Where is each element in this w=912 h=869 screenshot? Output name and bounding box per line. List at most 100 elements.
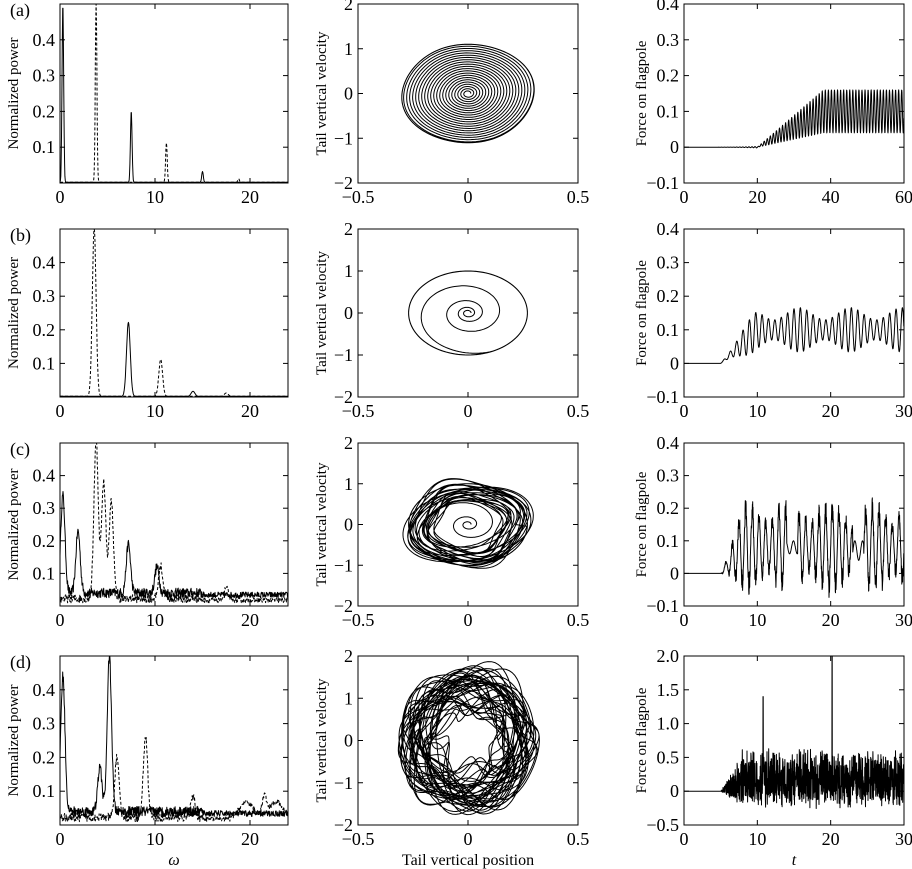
- force-ytick-label: −0.1: [646, 173, 679, 193]
- force-xtick-label: 30: [895, 829, 912, 849]
- phase-ytick-label: 0: [344, 84, 353, 104]
- force-xtick-label: 60: [895, 187, 912, 207]
- force-ytick-label: 0: [670, 563, 679, 583]
- plot-area: [684, 89, 904, 149]
- spectrum-xtick-label: 0: [56, 187, 65, 207]
- force-ytick-label: 0: [670, 137, 679, 157]
- phase-trajectory: [401, 43, 535, 144]
- spectrum-ylabel: Normalized power: [6, 37, 22, 149]
- panel-b-spectrum: 0 10 20 0.1 0.2 0.3 0.4 Normalized power: [6, 228, 289, 421]
- force-ytick-label: −0.1: [646, 596, 679, 616]
- force-ytick-label: 0.2: [657, 286, 680, 306]
- plot-area: [408, 270, 528, 356]
- plot-area: [684, 497, 904, 598]
- phase-ytick-label: −2: [334, 173, 353, 193]
- phase-ylabel: Tail vertical velocity: [314, 462, 330, 586]
- phase-ytick-label: 2: [344, 0, 353, 14]
- force-ytick-label: −0.1: [646, 387, 679, 407]
- phase-ytick-label: 0: [344, 731, 353, 751]
- spectrum-xtick-label: 0: [56, 829, 65, 849]
- force-trace: [684, 656, 904, 809]
- phase-ytick-label: 1: [344, 688, 353, 708]
- phase-ytick-label: 1: [344, 261, 353, 281]
- spectrum-ytick-label: 0.4: [33, 466, 56, 486]
- phase-ytick-label: −1: [334, 555, 353, 575]
- spectrum-solid-series: [60, 656, 288, 817]
- spectrum-ytick-label: 0.3: [33, 286, 56, 306]
- plot-area: [60, 656, 288, 823]
- spectrum-ytick-label: 0.2: [33, 320, 56, 340]
- panel-c-spectrum: 0 10 20 0.1 0.2 0.3 0.4 Normalized power: [6, 442, 289, 630]
- force-xtick-label: 0: [680, 610, 689, 630]
- phase-trajectory: [408, 270, 528, 356]
- force-ytick-label: 0.1: [657, 531, 680, 551]
- phase-trajectory: [402, 478, 534, 569]
- force-frame: [683, 3, 905, 184]
- spectrum-xtick-label: 10: [146, 829, 164, 849]
- phase-ytick-label: 1: [344, 474, 353, 494]
- spectrum-frame: [59, 3, 289, 184]
- force-ylabel: Force on flagpole: [634, 260, 650, 366]
- spectrum-ylabel: Normalized power: [6, 684, 22, 796]
- force-xtick-label: 20: [822, 829, 840, 849]
- phase-xtick-label: 0.5: [567, 610, 590, 630]
- spectrum-ytick-label: 0.4: [33, 680, 56, 700]
- phase-xtick-label: 0: [464, 401, 473, 421]
- phase-ytick-label: 0: [344, 303, 353, 323]
- force-xtick-label: 20: [822, 401, 840, 421]
- force-xtick-label: 10: [748, 401, 766, 421]
- force-xtick-label: 30: [895, 610, 912, 630]
- spectrum-ytick-label: 0.3: [33, 714, 56, 734]
- panel-c-phase: −0.5 0 0.5 −2 −1 0 1 2 Tail vertical velocity: [314, 433, 589, 630]
- phase-xtick-label: 0: [464, 829, 473, 849]
- spectrum-ytick-label: 0.3: [33, 498, 56, 518]
- spectrum-ytick-label: 0.1: [33, 563, 56, 583]
- spectrum-ytick-label: 0.2: [33, 101, 56, 121]
- force-xtick-label: 40: [822, 187, 840, 207]
- force-ylabel: Force on flagpole: [634, 687, 650, 793]
- force-ytick-label: 1.0: [657, 714, 680, 734]
- spectrum-xtick-label: 20: [241, 829, 259, 849]
- spectrum-ytick-label: 0.4: [33, 30, 56, 50]
- force-xlabel: t: [792, 852, 797, 869]
- spectrum-xtick-label: 0: [56, 610, 65, 630]
- spectrum-xtick-label: 20: [241, 187, 259, 207]
- spectrum-xtick-label: 10: [146, 610, 164, 630]
- spectrum-frame: [59, 655, 289, 826]
- phase-ytick-label: −2: [334, 387, 353, 407]
- phase-xtick-label: −0.5: [342, 401, 375, 421]
- spectrum-ylabel: Normalized power: [6, 468, 22, 580]
- spectrum-frame: [59, 442, 289, 607]
- force-trace: [684, 307, 904, 364]
- force-ytick-label: 0.4: [657, 219, 680, 239]
- spectrum-ytick-label: 0.1: [33, 353, 56, 373]
- force-frame: [683, 442, 905, 607]
- spectrum-dashed-series: [60, 229, 288, 397]
- force-xtick-label: 0: [680, 187, 689, 207]
- panel-b-phase: −0.5 0 0.5 −2 −1 0 1 2 Tail vertical velocity: [314, 219, 589, 421]
- force-ytick-label: 2.0: [657, 646, 680, 666]
- phase-xtick-label: 0: [464, 610, 473, 630]
- phase-ytick-label: 1: [344, 39, 353, 59]
- plot-area: [401, 43, 535, 144]
- force-ytick-label: 1.5: [657, 680, 680, 700]
- phase-frame: [357, 3, 579, 184]
- force-ylabel: Force on flagpole: [634, 40, 650, 146]
- panel-a-phase: −0.5 0 0.5 −2 −1 0 1 2 Tail vertical velocity: [314, 0, 589, 207]
- phase-ylabel: Tail vertical velocity: [314, 251, 330, 375]
- phase-xtick-label: 0.5: [567, 187, 590, 207]
- panel-a-spectrum: 0 10 20 0.1 0.2 0.3 0.4 Normalized power: [6, 3, 289, 207]
- force-ytick-label: 0.3: [657, 253, 680, 273]
- spectrum-solid-series: [60, 321, 288, 397]
- force-ytick-label: 0.4: [657, 433, 680, 453]
- force-ytick-label: 0: [670, 781, 679, 801]
- plot-area: [60, 443, 288, 604]
- spectrum-xtick-label: 20: [241, 401, 259, 421]
- plot-area: [60, 4, 288, 183]
- panel-d-spectrum: 0 10 20 0.1 0.2 0.3 0.4 Normalized power ω: [6, 655, 289, 869]
- force-ytick-label: 0.3: [657, 30, 680, 50]
- spectrum-xtick-label: 10: [146, 187, 164, 207]
